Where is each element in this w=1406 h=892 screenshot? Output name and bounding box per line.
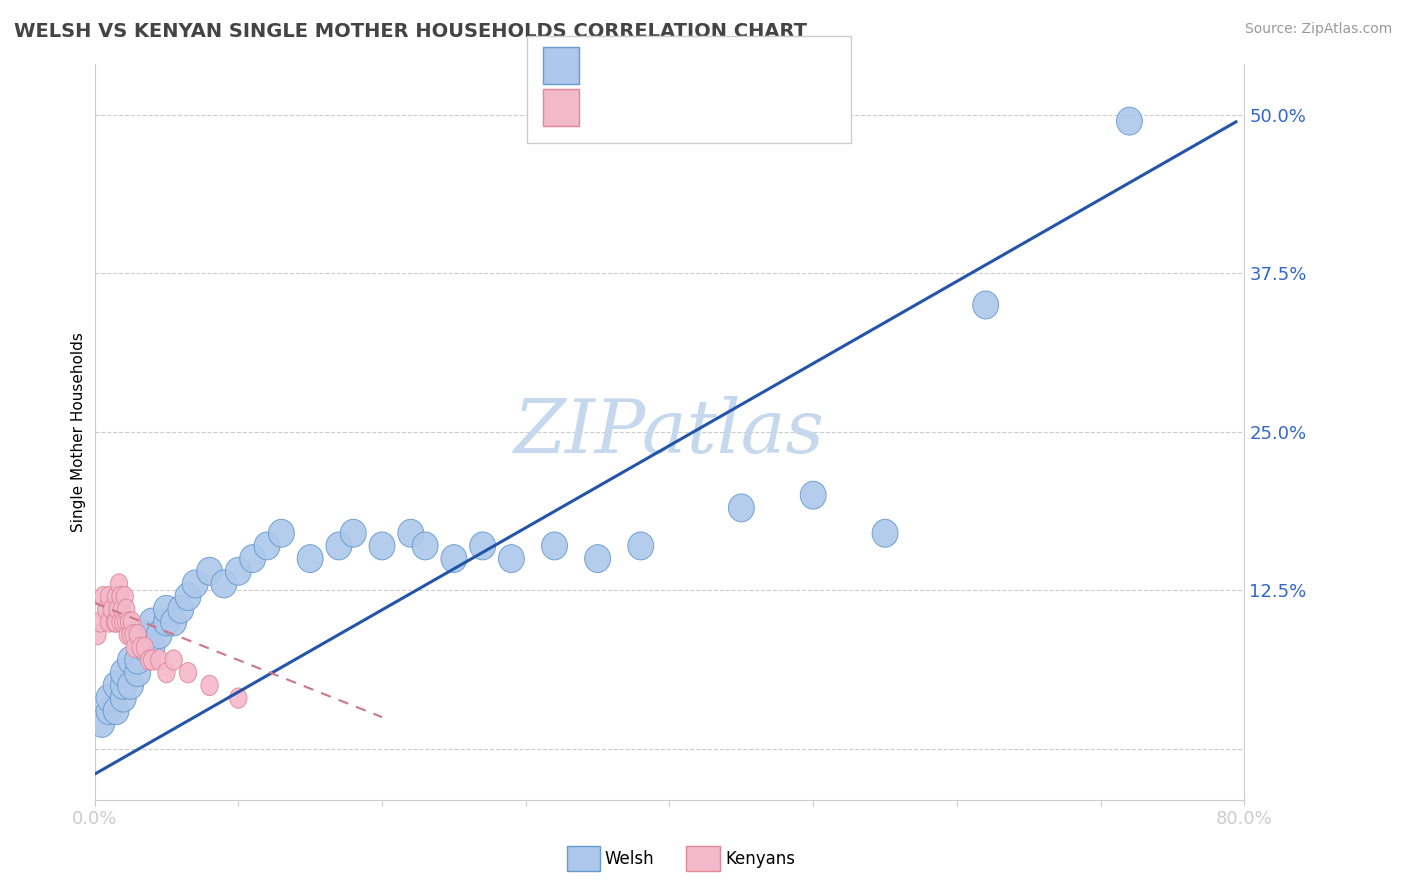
Ellipse shape [201, 675, 218, 696]
Ellipse shape [585, 545, 610, 573]
Ellipse shape [872, 519, 898, 547]
Ellipse shape [167, 595, 194, 624]
Ellipse shape [183, 570, 208, 598]
Ellipse shape [112, 612, 129, 632]
Ellipse shape [197, 558, 222, 585]
Ellipse shape [107, 587, 125, 607]
Text: Welsh: Welsh [605, 850, 654, 868]
Ellipse shape [973, 291, 998, 319]
Text: Source: ZipAtlas.com: Source: ZipAtlas.com [1244, 22, 1392, 37]
Ellipse shape [89, 709, 115, 738]
Ellipse shape [132, 633, 157, 661]
Ellipse shape [118, 599, 135, 619]
Text: N = 46: N = 46 [710, 55, 768, 73]
Y-axis label: Single Mother Households: Single Mother Households [72, 332, 86, 532]
Ellipse shape [103, 697, 129, 724]
Ellipse shape [470, 532, 495, 560]
Ellipse shape [107, 612, 125, 632]
Ellipse shape [139, 633, 165, 661]
Ellipse shape [139, 608, 165, 636]
Ellipse shape [132, 621, 157, 648]
Ellipse shape [120, 624, 136, 645]
Ellipse shape [240, 545, 266, 573]
Ellipse shape [91, 612, 108, 632]
Ellipse shape [153, 595, 180, 624]
Ellipse shape [340, 519, 366, 547]
Ellipse shape [125, 624, 142, 645]
Ellipse shape [132, 637, 149, 657]
Ellipse shape [225, 558, 252, 585]
Ellipse shape [111, 672, 136, 699]
Ellipse shape [111, 574, 128, 594]
Ellipse shape [97, 599, 115, 619]
Ellipse shape [125, 646, 150, 674]
Ellipse shape [146, 621, 172, 648]
Ellipse shape [412, 532, 439, 560]
Ellipse shape [118, 646, 143, 674]
Ellipse shape [89, 624, 105, 645]
Ellipse shape [136, 637, 153, 657]
Ellipse shape [118, 612, 135, 632]
Ellipse shape [143, 650, 160, 670]
Ellipse shape [103, 599, 121, 619]
Ellipse shape [112, 587, 129, 607]
Ellipse shape [141, 650, 157, 670]
Ellipse shape [254, 532, 280, 560]
Ellipse shape [370, 532, 395, 560]
Ellipse shape [127, 637, 143, 657]
Text: R = -0.275: R = -0.275 [585, 97, 673, 116]
Ellipse shape [441, 545, 467, 573]
Ellipse shape [96, 684, 122, 712]
Ellipse shape [100, 612, 118, 632]
Ellipse shape [103, 672, 129, 699]
Ellipse shape [105, 612, 124, 632]
Ellipse shape [499, 545, 524, 573]
Ellipse shape [96, 697, 122, 724]
Ellipse shape [398, 519, 423, 547]
Ellipse shape [108, 599, 127, 619]
Ellipse shape [114, 599, 131, 619]
Ellipse shape [165, 650, 183, 670]
Ellipse shape [100, 587, 118, 607]
Text: Kenyans: Kenyans [725, 850, 796, 868]
Ellipse shape [153, 608, 180, 636]
Ellipse shape [628, 532, 654, 560]
Ellipse shape [115, 612, 132, 632]
Ellipse shape [111, 684, 136, 712]
Ellipse shape [269, 519, 294, 547]
Text: N = 36: N = 36 [710, 97, 768, 116]
Ellipse shape [129, 624, 146, 645]
Text: WELSH VS KENYAN SINGLE MOTHER HOUSEHOLDS CORRELATION CHART: WELSH VS KENYAN SINGLE MOTHER HOUSEHOLDS… [14, 22, 807, 41]
Ellipse shape [111, 659, 136, 687]
Ellipse shape [117, 587, 134, 607]
Ellipse shape [124, 612, 141, 632]
Ellipse shape [160, 608, 187, 636]
Ellipse shape [121, 612, 138, 632]
Ellipse shape [326, 532, 352, 560]
Ellipse shape [176, 582, 201, 611]
Text: ZIPatlas: ZIPatlas [515, 395, 825, 468]
Ellipse shape [180, 663, 197, 683]
Ellipse shape [94, 587, 112, 607]
Ellipse shape [157, 663, 176, 683]
Ellipse shape [541, 532, 568, 560]
Ellipse shape [1116, 107, 1142, 135]
Ellipse shape [150, 650, 167, 670]
Ellipse shape [800, 482, 827, 509]
Ellipse shape [211, 570, 236, 598]
Ellipse shape [297, 545, 323, 573]
Ellipse shape [229, 688, 247, 708]
Text: R =  0.699: R = 0.699 [585, 55, 673, 73]
Ellipse shape [125, 659, 150, 687]
Ellipse shape [728, 494, 754, 522]
Ellipse shape [122, 624, 139, 645]
Ellipse shape [118, 672, 143, 699]
